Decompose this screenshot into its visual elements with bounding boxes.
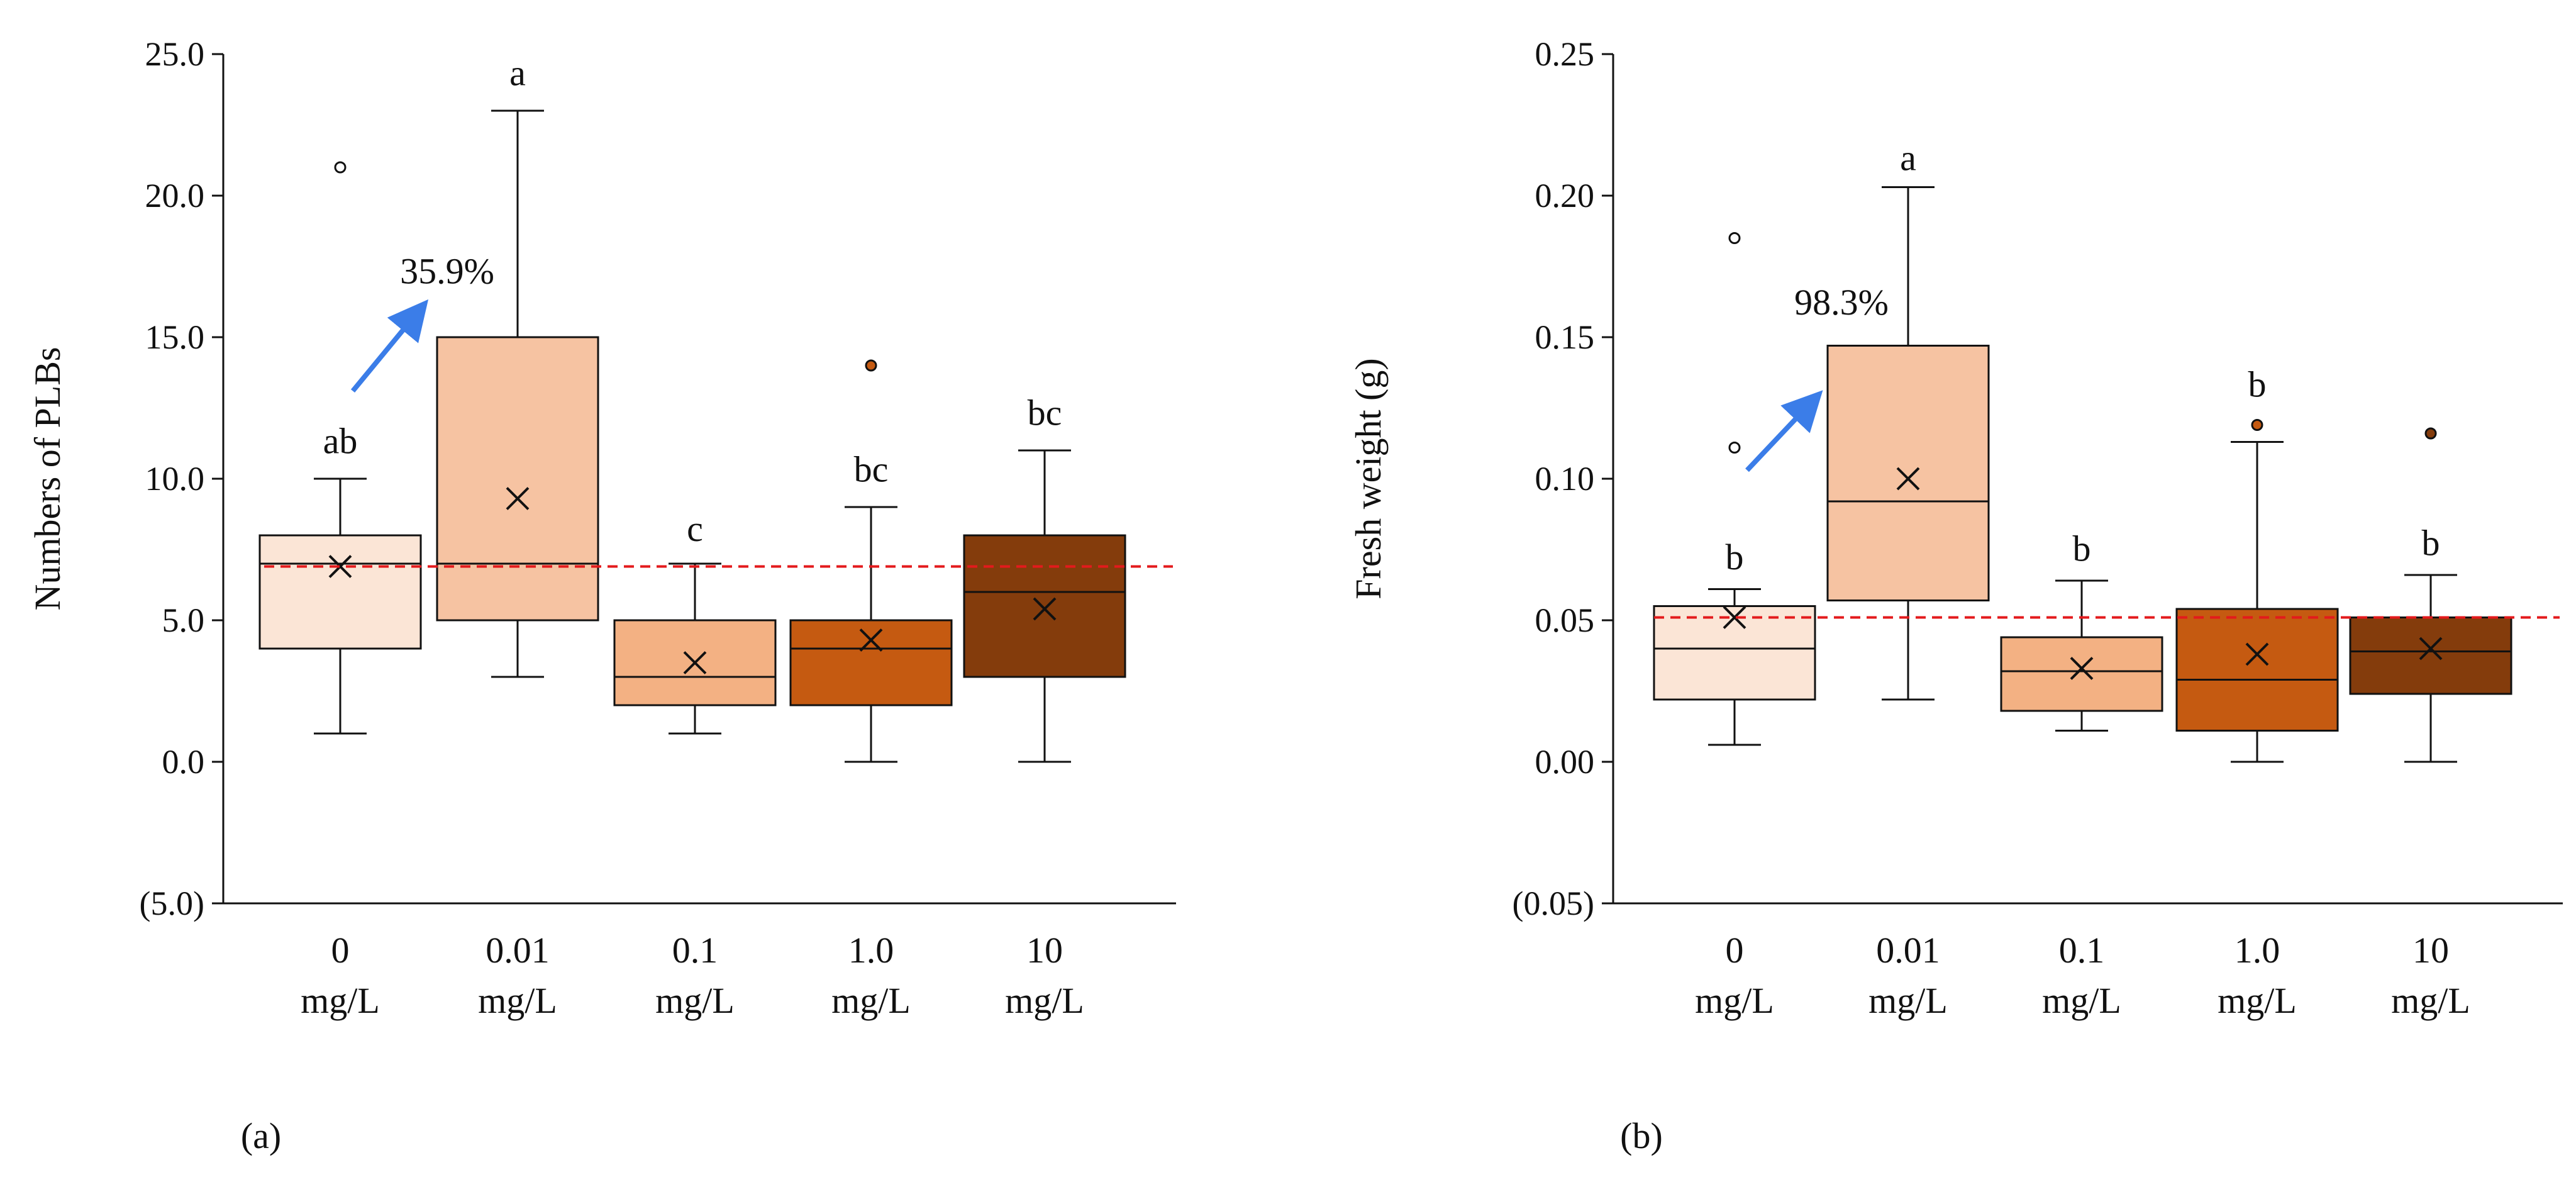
y-tick-label: 25.0 xyxy=(145,35,205,73)
mean-marker xyxy=(2245,642,2269,666)
significance-letter: b xyxy=(2248,364,2267,405)
y-tick-label: 0.20 xyxy=(1535,177,1595,215)
x-tick-label: 1.0 xyxy=(848,930,894,971)
increase-annotation: 98.3% xyxy=(1794,282,1889,323)
box-iqr xyxy=(789,619,953,706)
box-iqr xyxy=(436,336,599,622)
y-axis-title: Numbers of PLBs xyxy=(27,347,68,611)
x-tick-label: 0.1 xyxy=(2059,930,2105,971)
mean-marker-stroke xyxy=(1723,606,1746,629)
x-tick-label: 0.1 xyxy=(672,930,718,971)
increase-arrow xyxy=(1745,390,1823,472)
outlier-point xyxy=(2251,419,2263,431)
box-iqr xyxy=(963,534,1126,678)
outlier-point xyxy=(1728,232,1741,244)
mean-marker xyxy=(1896,467,1920,491)
mean-marker xyxy=(328,555,352,578)
significance-letter: ab xyxy=(323,421,358,462)
box-iqr xyxy=(1653,605,1816,701)
panel-label: (b) xyxy=(1620,1115,1663,1156)
y-tick-label: 0.0 xyxy=(162,743,205,781)
mean-marker-stroke xyxy=(1033,597,1057,621)
y-tick-label: 0.05 xyxy=(1535,601,1595,639)
increase-annotation: 35.9% xyxy=(400,251,494,292)
x-tick-label-unit: mg/L xyxy=(1005,980,1084,1021)
box-iqr xyxy=(2175,608,2339,732)
significance-letter: b xyxy=(1726,537,1744,577)
x-tick-label-unit: mg/L xyxy=(301,980,380,1021)
y-tick-label: 10.0 xyxy=(145,460,205,498)
mean-marker-stroke xyxy=(2419,637,2443,661)
y-tick-label: 0.10 xyxy=(1535,460,1595,498)
outlier-point xyxy=(2424,427,2437,440)
x-tick-label: 0.01 xyxy=(1876,930,1940,971)
mean-marker xyxy=(2070,657,2094,680)
panel-label: (a) xyxy=(241,1115,281,1156)
increase-arrow xyxy=(350,299,429,393)
y-tick-label: 0.00 xyxy=(1535,743,1595,781)
outlier-point xyxy=(865,359,877,372)
y-tick-label: 0.15 xyxy=(1535,318,1595,356)
x-tick-label-unit: mg/L xyxy=(831,980,911,1021)
x-tick-label-unit: mg/L xyxy=(478,980,557,1021)
mean-marker-stroke xyxy=(1896,467,1920,491)
mean-marker xyxy=(1723,606,1746,629)
significance-letter: b xyxy=(2073,528,2091,569)
mean-marker xyxy=(2419,637,2443,661)
chart-panel-a: (5.0) 0.0 5.0 10.0 15.0 20.0 25.0 Numbers of PL… xyxy=(27,35,1176,1156)
mean-marker-stroke xyxy=(506,487,530,510)
mean-marker-stroke xyxy=(2245,642,2269,666)
mean-marker xyxy=(1033,597,1057,621)
x-tick-label: 10 xyxy=(1026,930,1063,971)
mean-marker-stroke xyxy=(328,555,352,578)
significance-letter: bc xyxy=(854,449,889,490)
outlier-point xyxy=(334,161,347,174)
x-tick-label: 0 xyxy=(1726,930,1744,971)
significance-letter: bc xyxy=(1028,393,1062,433)
mean-marker xyxy=(506,487,530,510)
y-tick-label: 0.25 xyxy=(1535,35,1595,73)
x-tick-label: 10 xyxy=(2412,930,2449,971)
mean-marker-stroke xyxy=(859,628,883,652)
box-iqr xyxy=(1826,345,1990,601)
x-tick-label-unit: mg/L xyxy=(2391,980,2470,1021)
x-tick-label-unit: mg/L xyxy=(1868,980,1948,1021)
mean-marker-stroke xyxy=(2070,657,2094,680)
significance-letter: a xyxy=(509,53,526,94)
mean-marker xyxy=(859,628,883,652)
x-tick-label-unit: mg/L xyxy=(2042,980,2121,1021)
mean-marker xyxy=(683,651,707,674)
x-tick-label-unit: mg/L xyxy=(655,980,735,1021)
significance-letter: b xyxy=(2422,523,2440,564)
significance-letter: a xyxy=(1900,138,1916,179)
x-tick-label-unit: mg/L xyxy=(1695,980,1774,1021)
y-tick-label: 20.0 xyxy=(145,177,205,215)
y-tick-label: 15.0 xyxy=(145,318,205,356)
box-iqr xyxy=(258,534,422,650)
y-axis-title: Fresh weight (g) xyxy=(1348,358,1389,599)
mean-marker-stroke xyxy=(683,651,707,674)
box-iqr xyxy=(2000,636,2163,712)
y-tick-label: (0.05) xyxy=(1513,884,1594,922)
x-tick-label: 0 xyxy=(331,930,350,971)
x-tick-label: 0.01 xyxy=(486,930,550,971)
significance-letter: c xyxy=(687,508,703,549)
y-tick-label: 5.0 xyxy=(162,601,205,639)
outlier-point xyxy=(1728,442,1741,454)
x-tick-label: 1.0 xyxy=(2235,930,2280,971)
x-tick-label-unit: mg/L xyxy=(2218,980,2297,1021)
box-iqr xyxy=(2349,616,2512,695)
y-tick-label: (5.0) xyxy=(140,884,204,922)
